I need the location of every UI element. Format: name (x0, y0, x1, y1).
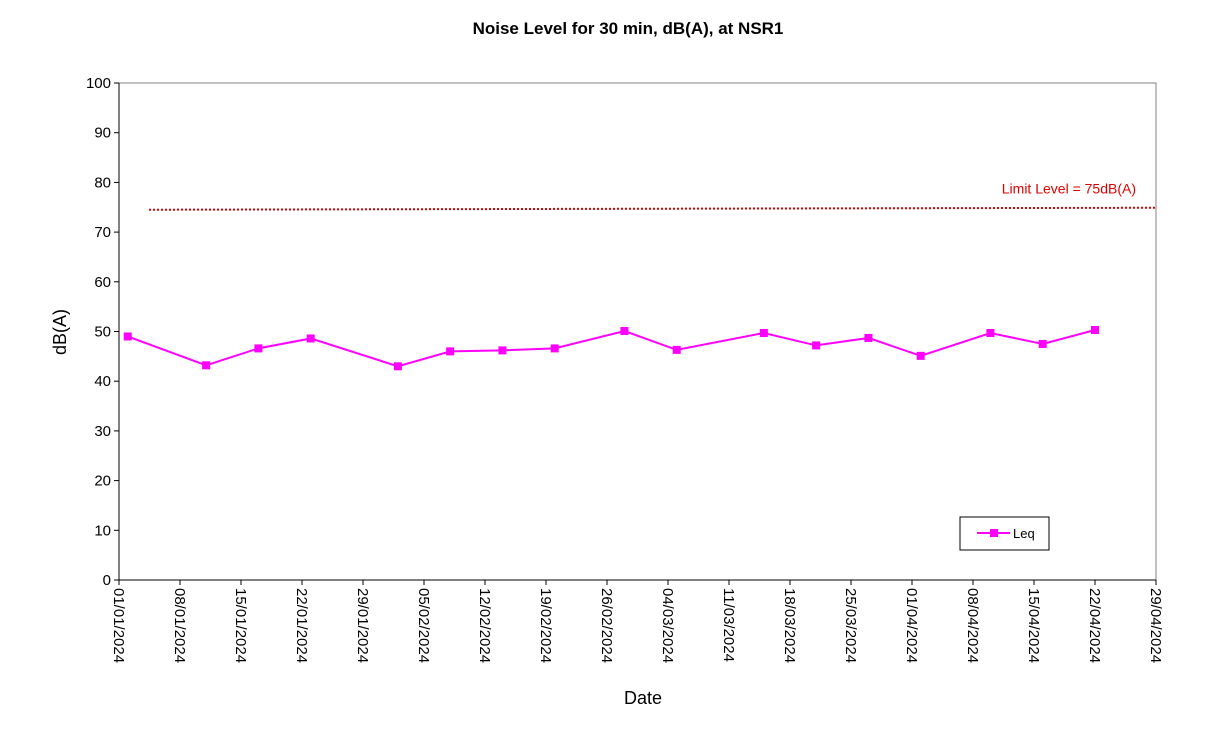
y-tick-label: 20 (94, 473, 111, 490)
data-point (986, 328, 995, 337)
y-tick-label: 60 (94, 274, 111, 291)
y-tick-label: 40 (94, 373, 111, 390)
x-tick-label: 01/04/2024 (903, 588, 920, 663)
x-tick-label: 08/04/2024 (964, 588, 981, 663)
data-point (759, 328, 768, 337)
legend-label: Leq (1013, 526, 1035, 541)
data-point (916, 351, 925, 360)
data-point (202, 361, 211, 370)
y-tick-label: 50 (94, 324, 111, 341)
reference-lines: Limit Level = 75dB(A) (148, 181, 1157, 211)
x-tick-label: 19/02/2024 (537, 588, 554, 663)
data-point (550, 344, 559, 353)
data-point (1038, 339, 1047, 348)
x-tick-label: 05/02/2024 (415, 588, 432, 663)
x-tick-label: 04/03/2024 (659, 588, 676, 663)
x-tick-label: 01/01/2024 (110, 588, 127, 663)
x-tick-label: 12/02/2024 (476, 588, 493, 663)
data-point (812, 341, 821, 350)
x-tick-label: 11/03/2024 (720, 588, 737, 662)
data-point (306, 334, 315, 343)
x-tick-label: 15/01/2024 (232, 588, 249, 663)
x-tick-label: 15/04/2024 (1025, 588, 1042, 663)
data-point (672, 345, 681, 354)
y-axis: 0 10 20 30 40 50 60 70 80 90 100 (86, 75, 120, 589)
data-point (1091, 326, 1099, 335)
y-tick-label: 90 (94, 125, 111, 142)
y-tick-label: 10 (94, 522, 111, 539)
x-tick-label: 25/03/2024 (842, 588, 859, 663)
data-point (620, 327, 629, 336)
y-tick-label: 80 (94, 174, 111, 191)
data-point (446, 347, 455, 356)
legend: Leq (959, 516, 1050, 551)
series-group (123, 326, 1099, 371)
data-point (864, 333, 873, 342)
data-point (123, 332, 132, 341)
plot-area (118, 82, 1157, 581)
legend-marker (990, 529, 998, 537)
x-tick-label: 26/02/2024 (598, 588, 615, 663)
x-tick-label: 29/01/2024 (354, 588, 371, 663)
y-tick-label: 70 (94, 224, 111, 241)
data-point (254, 344, 263, 353)
data-point (498, 346, 507, 355)
y-tick-label: 30 (94, 423, 111, 440)
chart-title: Noise Level for 30 min, dB(A), at NSR1 (473, 19, 784, 38)
x-axis-label: Date (624, 688, 662, 708)
y-tick-label: 100 (86, 75, 111, 92)
x-tick-label: 18/03/2024 (781, 588, 798, 663)
x-tick-label: 08/01/2024 (171, 588, 188, 663)
x-tick-label: 29/04/2024 (1147, 588, 1164, 663)
y-tick-label: 0 (103, 572, 111, 589)
x-tick-label: 22/01/2024 (293, 588, 310, 663)
data-point (393, 362, 402, 371)
x-axis: 01/01/2024 08/01/2024 15/01/2024 22/01/2024… (110, 579, 1164, 663)
y-axis-label: dB(A) (50, 309, 70, 355)
x-tick-label: 22/04/2024 (1086, 588, 1103, 663)
limit-level-label: Limit Level = 75dB(A) (1002, 181, 1136, 197)
